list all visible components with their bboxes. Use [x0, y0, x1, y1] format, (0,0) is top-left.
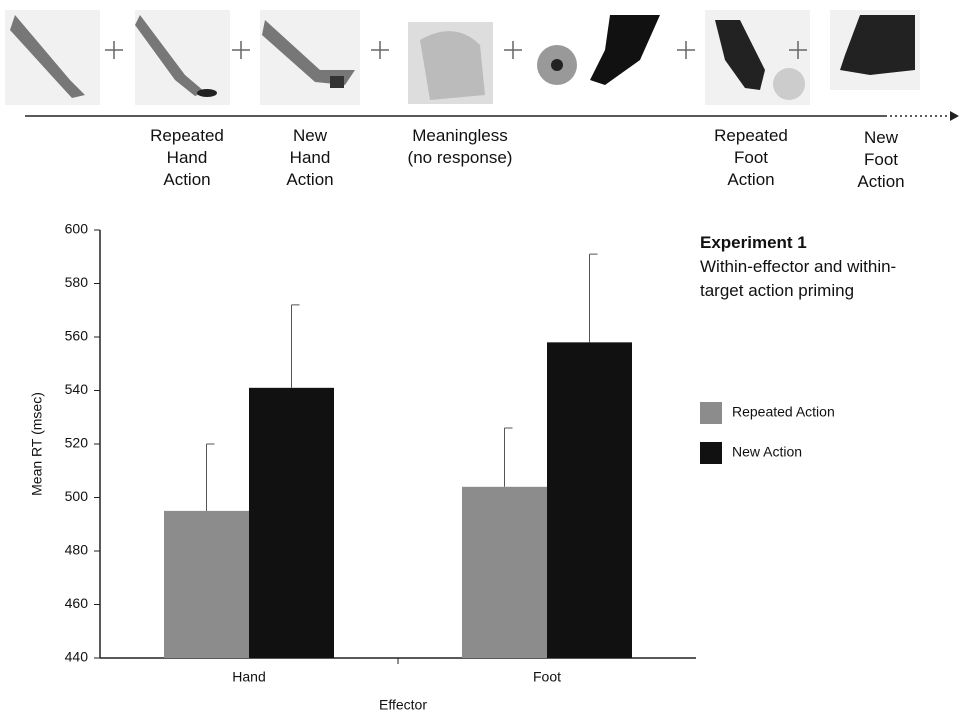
- chart: 440 460 480 500 520 540 560 580 600 Effector Mean …: [0, 0, 961, 716]
- sequence-label: New Hand Action: [286, 125, 333, 191]
- sequence-label: Repeated Hand Action: [150, 125, 224, 191]
- bar: [164, 511, 249, 658]
- legend-swatch: [700, 442, 722, 464]
- y-tick-label: 580: [65, 274, 89, 290]
- y-tick-label: 500: [65, 488, 89, 504]
- x-tick-label: Foot: [533, 669, 561, 685]
- y-tick-label: 560: [65, 328, 89, 344]
- y-tick-label: 540: [65, 381, 89, 397]
- sequence-label: New Foot Action: [857, 127, 904, 193]
- error-bar: [590, 254, 598, 342]
- error-bar: [505, 428, 513, 487]
- legend-swatch: [700, 402, 722, 424]
- x-tick-label: Hand: [232, 669, 265, 685]
- bar: [462, 487, 547, 658]
- legend-label: Repeated Action: [732, 404, 835, 420]
- y-axis-label: Mean RT (msec): [29, 392, 45, 496]
- y-tick-label: 440: [65, 649, 89, 665]
- y-tick-label: 480: [65, 542, 89, 558]
- sequence-label: Meaningless (no response): [408, 125, 513, 169]
- bar: [249, 388, 334, 658]
- stimulus-strip: [5, 10, 959, 121]
- annotation-title: Experiment 1: [700, 231, 900, 255]
- annotation-text: Within-effector and within-target action…: [700, 257, 896, 300]
- error-bar: [207, 444, 215, 511]
- error-bar: [292, 305, 300, 388]
- legend-label: New Action: [732, 444, 802, 460]
- x-axis-label: Effector: [379, 697, 427, 713]
- y-tick-label: 520: [65, 435, 89, 451]
- y-tick-label: 600: [65, 221, 89, 237]
- y-tick-label: 460: [65, 595, 89, 611]
- figure: 440 460 480 500 520 540 560 580 600 Effector Mean …: [0, 0, 961, 716]
- bar: [547, 342, 632, 658]
- sequence-label: Repeated Foot Action: [714, 125, 788, 191]
